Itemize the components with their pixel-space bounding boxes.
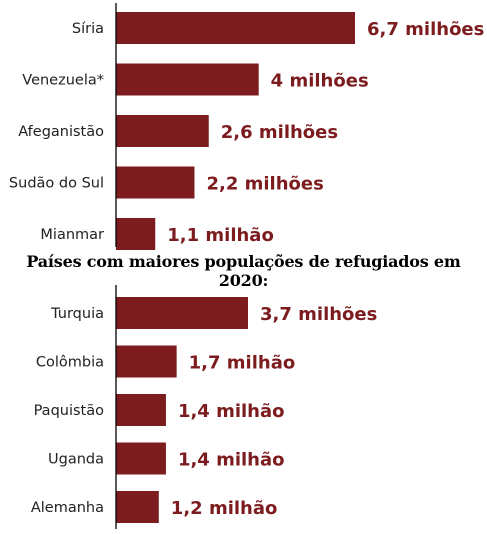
bar <box>116 166 195 199</box>
bar-chart-1: Síria 6,7 milhões Venezuela* 4 milhões Afega… <box>9 3 484 250</box>
category-label: Colômbia <box>36 355 104 371</box>
value-label: 1,4 milhão <box>178 450 285 471</box>
category-label: Sudão do Sul <box>9 176 104 192</box>
value-label: 2,6 milhões <box>221 122 338 143</box>
category-label: Alemanha <box>31 500 104 516</box>
bar <box>116 442 166 475</box>
value-label: 3,7 milhões <box>260 304 377 325</box>
chart-title-2020: Países com maiores populações de refugia… <box>26 252 461 290</box>
value-label: 1,1 milhão <box>167 225 274 246</box>
value-label: 6,7 milhões <box>367 19 484 40</box>
category-label: Venezuela* <box>22 73 104 89</box>
bar <box>116 345 177 378</box>
bar <box>116 394 166 426</box>
value-label: 4 milhões <box>271 71 369 92</box>
value-label: 1,7 milhão <box>189 353 296 374</box>
value-label: 1,4 milhão <box>178 401 285 422</box>
category-label: Síria <box>72 21 104 37</box>
value-label: 1,2 milhão <box>171 498 278 519</box>
bar <box>116 115 209 147</box>
category-label: Mianmar <box>40 227 104 243</box>
bar <box>116 12 355 44</box>
category-label: Turquia <box>50 306 104 322</box>
bar <box>116 491 159 523</box>
category-label: Afeganistão <box>18 124 104 140</box>
bar-chart-2: Turquia 3,7 milhões Colômbia 1,7 milhão Paqu… <box>31 285 377 529</box>
bar <box>116 297 248 329</box>
bar <box>116 63 259 96</box>
category-label: Paquistão <box>34 403 105 419</box>
value-label: 2,2 milhões <box>206 174 323 195</box>
category-label: Uganda <box>48 452 104 468</box>
bar <box>116 218 156 250</box>
